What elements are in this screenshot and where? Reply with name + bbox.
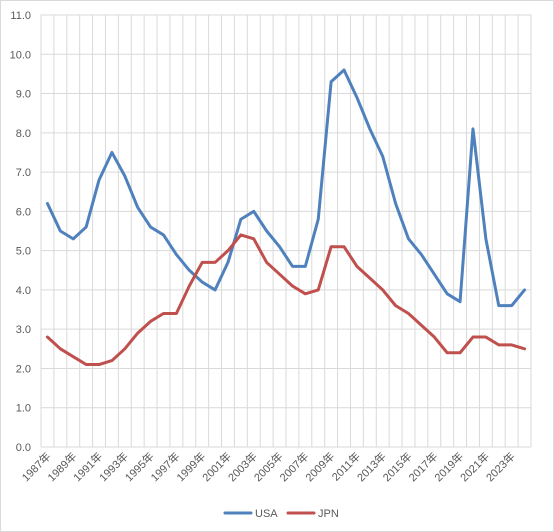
y-axis-tick-labels: 0.0 1.0 2.0 3.0 4.0 5.0 6.0 7.0 8.0 9.0 10.0 11.0 [10,10,31,454]
series-line-usa [45,68,527,308]
x-tick-label: 2023年 [483,449,518,484]
legend: USA JPN [223,508,339,520]
y-tick-label: 1.0 [16,403,31,415]
y-tick-label: 6.0 [16,206,31,218]
y-tick-label: 2.0 [16,363,31,375]
y-tick-label: 4.0 [16,285,31,297]
x-axis-tick-labels: 1987年1989年1991年1993年1995年1997年1999年2001年… [19,449,518,484]
y-tick-label: 10.0 [10,49,31,61]
y-tick-label: 5.0 [16,246,31,258]
y-tick-label: 11.0 [10,10,31,22]
series-line-jpn [45,233,527,367]
series-lines [45,68,527,367]
legend-label-jpn: JPN [318,508,339,520]
y-tick-label: 7.0 [16,167,31,179]
gridlines [40,14,532,448]
y-tick-label: 3.0 [16,324,31,336]
y-tick-label: 9.0 [16,89,31,101]
x-tick-label: 2009年 [302,449,337,484]
y-tick-label: 0.0 [16,442,31,454]
y-tick-label: 8.0 [16,128,31,140]
legend-label-usa: USA [255,508,278,520]
